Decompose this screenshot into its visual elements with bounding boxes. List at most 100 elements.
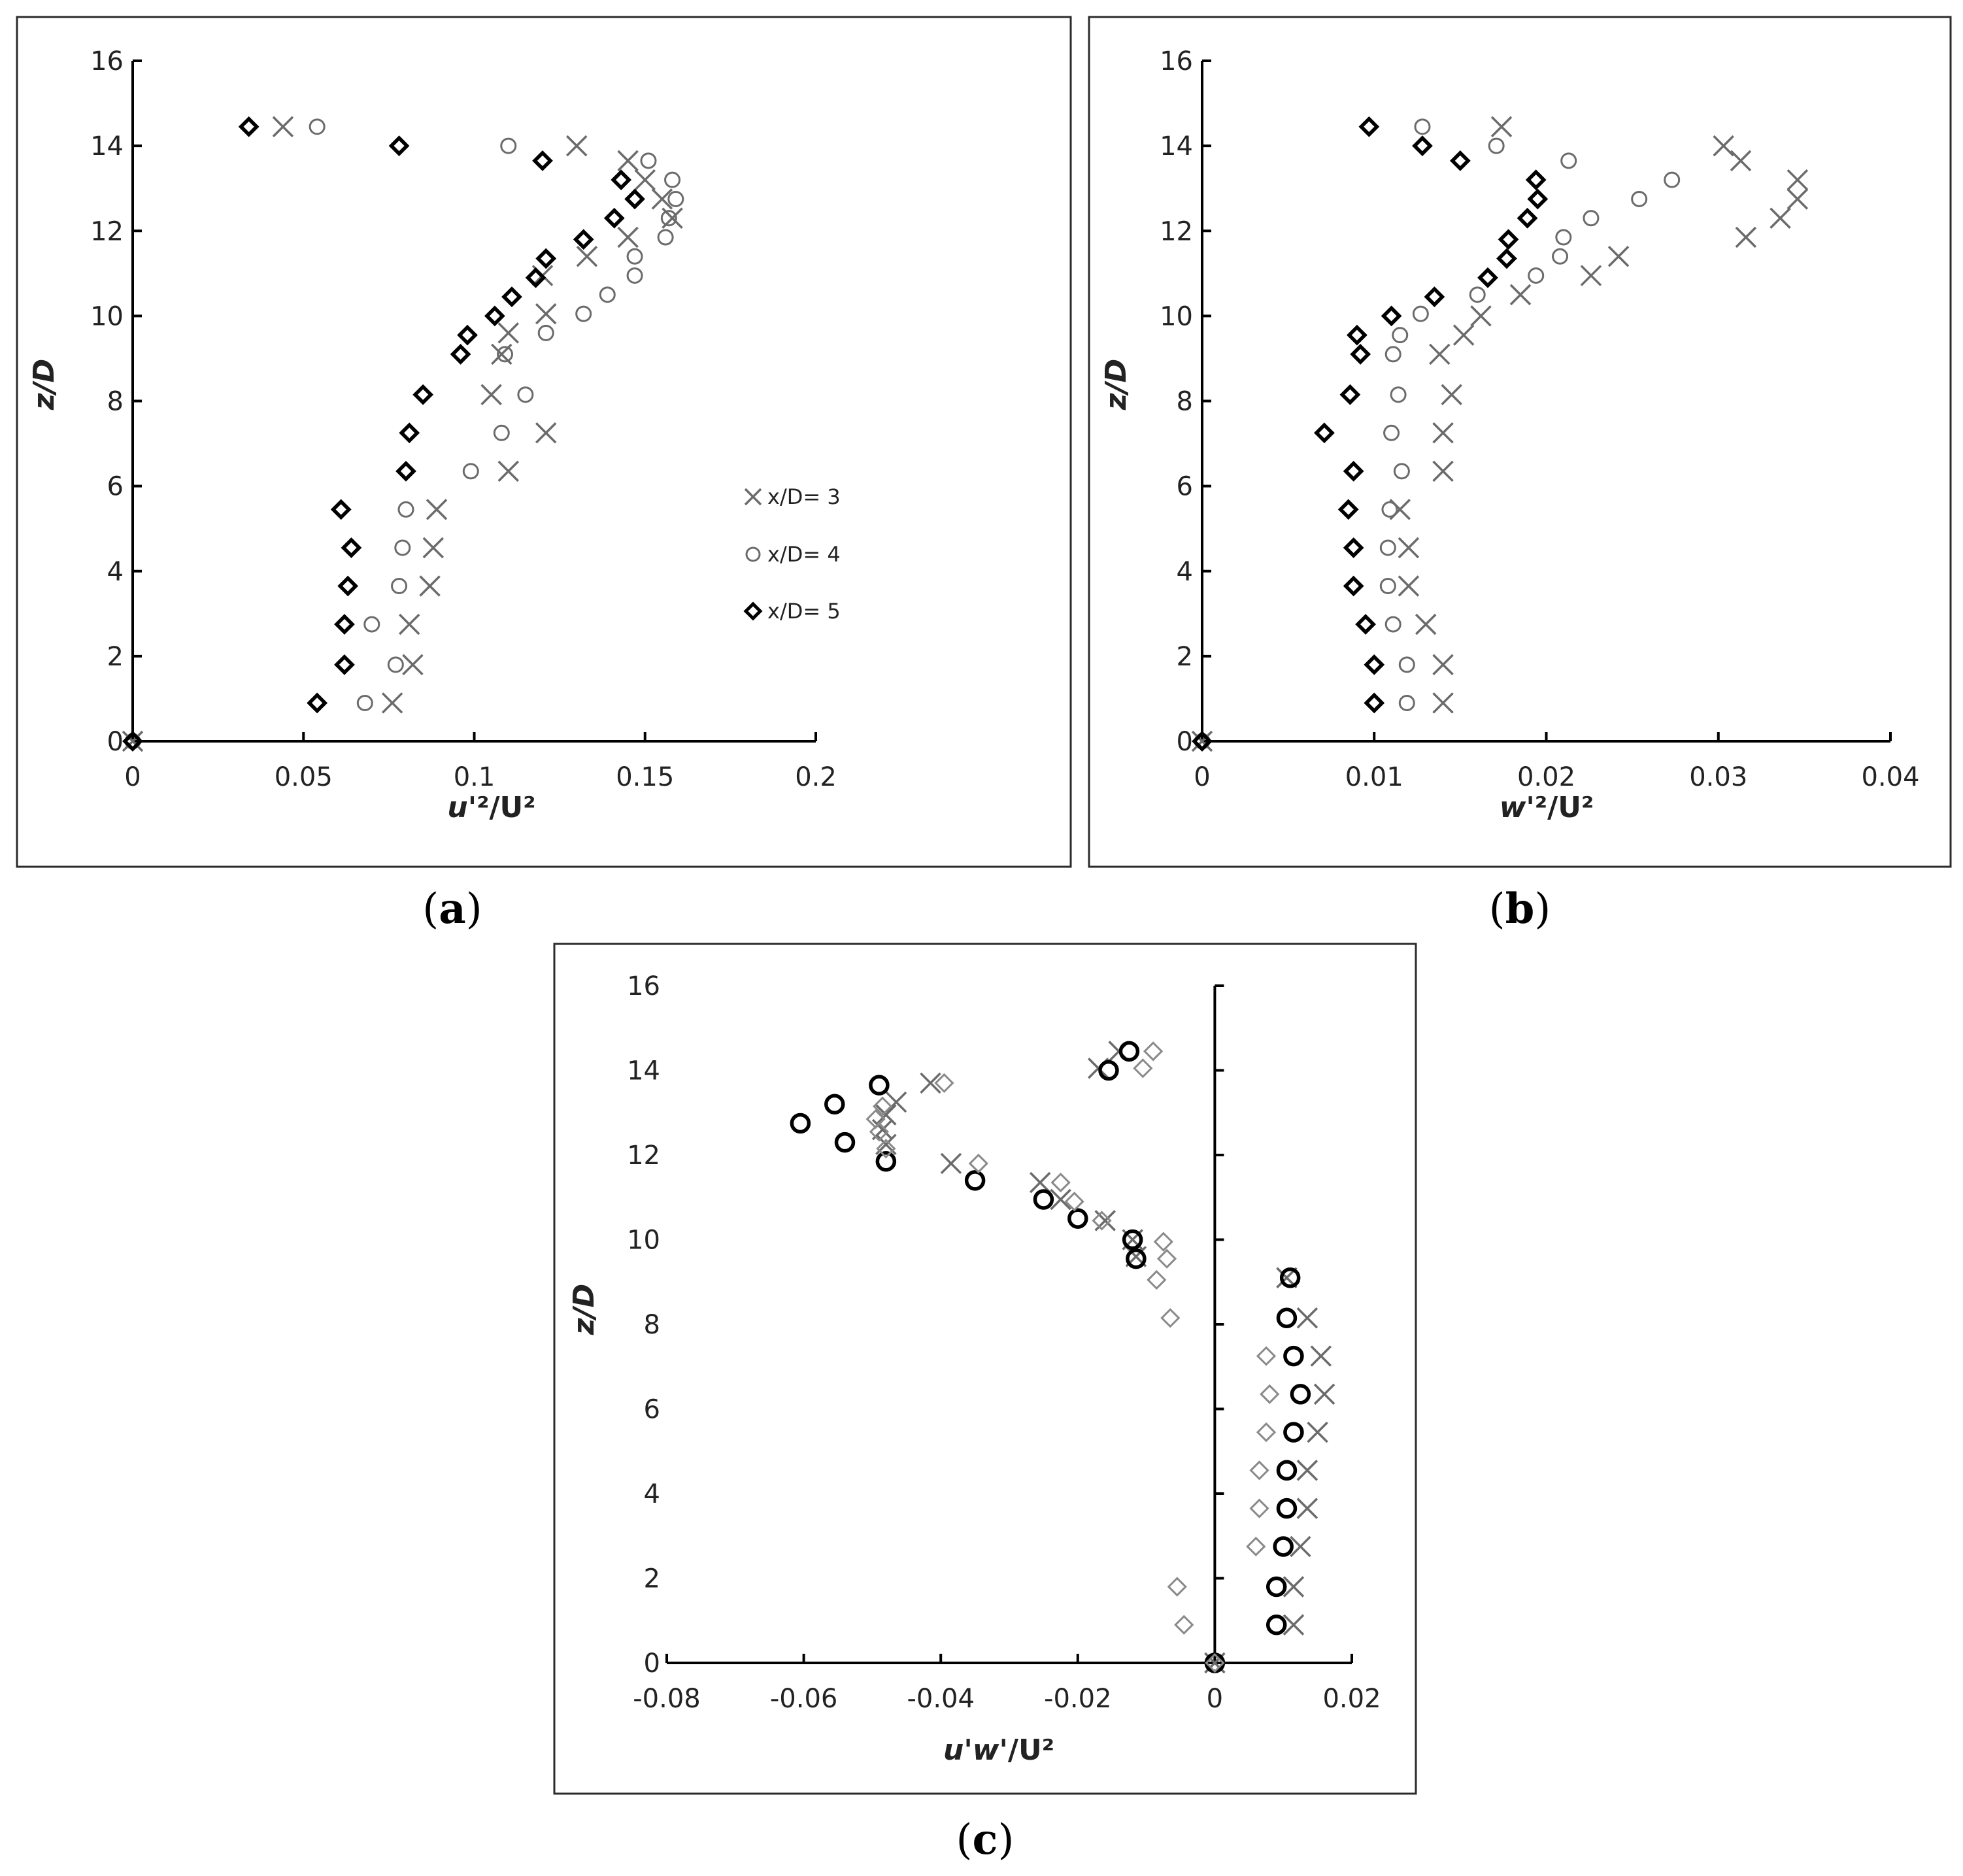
y-tick-label-10: 10 <box>1160 301 1193 331</box>
data-point-cross <box>1429 343 1451 365</box>
data-point-circle <box>1381 501 1398 518</box>
data-point-circle <box>497 346 514 363</box>
data-point-diamond <box>1424 286 1445 307</box>
data-point-diamond <box>1256 1422 1277 1443</box>
panel-b-caption-close: ) <box>1534 885 1551 933</box>
x-tick-label-0: 0 <box>124 762 141 792</box>
y-tick-label-12: 12 <box>1160 216 1193 246</box>
panel-b-markers <box>1191 116 1809 752</box>
data-point-diamond <box>1355 614 1376 635</box>
data-point-circle <box>1266 1576 1287 1598</box>
panel-a-caption-open: ( <box>422 885 439 933</box>
data-point-circle <box>1384 346 1401 363</box>
data-point-cross <box>576 246 598 267</box>
data-point-diamond <box>624 188 645 210</box>
panel-c-x-axis-title: u'w'/U² <box>943 1734 1054 1767</box>
data-point-circle <box>1283 1345 1304 1367</box>
data-point-diamond <box>1517 207 1538 229</box>
data-point-diamond <box>1343 575 1364 597</box>
data-point-circle <box>599 286 616 303</box>
legend: x/D= 3 x/D= 4 x/D= 5 <box>743 484 841 624</box>
legend-item-x-d-5: x/D= 5 <box>743 599 841 624</box>
data-point-circle <box>1276 1307 1298 1329</box>
data-point-cross <box>535 303 557 325</box>
data-point-cross <box>1452 324 1475 346</box>
panel-b-caption-open: ( <box>1489 885 1505 933</box>
panel-b-x-tick-labels: 0 0.01 0.02 0.03 0.04 <box>1194 762 1919 792</box>
data-point-diamond <box>395 460 416 482</box>
panel-a-markers <box>122 116 684 752</box>
data-point-circle <box>363 616 380 633</box>
data-point-circle <box>964 1170 986 1191</box>
y-tick-label-8: 8 <box>644 1310 660 1340</box>
data-point-diamond <box>1133 1058 1153 1079</box>
data-point-cross <box>122 730 144 752</box>
panel-b-chart: 0 2 4 6 8 10 12 14 16 0 0.01 0.02 0.03 0.04 z/D w'²/… <box>1088 16 1952 868</box>
data-point-cross <box>1307 1421 1328 1443</box>
panel-a-caption-close: ) <box>466 885 482 933</box>
data-point-cross <box>1432 692 1454 714</box>
data-point-diamond <box>1339 384 1361 405</box>
data-point-diamond <box>1527 188 1549 210</box>
panel-a-x-tick-labels: 0 0.05 0.1 0.15 0.2 <box>124 762 837 792</box>
panel-c-x-axis-title-rest: /U² <box>1008 1734 1054 1767</box>
panel-b-x-axis-title-rest: ²/U² <box>1535 791 1594 824</box>
y-tick-label-16: 16 <box>627 971 660 1001</box>
data-point-circle <box>1560 152 1577 169</box>
panel-c-x-axis-title-main: u'w' <box>943 1734 1008 1767</box>
panel-a-x-axis-title-rest: ²/U² <box>477 791 535 824</box>
data-point-cross <box>1607 246 1630 267</box>
data-point-diamond <box>968 1153 988 1174</box>
legend-marker-circle <box>745 546 761 562</box>
data-point-diamond <box>122 731 143 752</box>
x-tick-label-0: 0 <box>1207 1684 1223 1714</box>
data-point-circle <box>309 118 326 135</box>
data-point-cross <box>1787 169 1809 191</box>
data-point-cross <box>1509 284 1532 306</box>
data-point-cross <box>1029 1171 1051 1194</box>
data-point-cross <box>480 384 502 405</box>
data-point-diamond <box>525 267 546 288</box>
data-point-diamond <box>573 229 594 250</box>
data-point-circle <box>1398 694 1415 711</box>
y-tick-label-8: 8 <box>107 387 124 417</box>
data-point-diamond <box>484 305 505 327</box>
data-point-circle <box>394 539 411 556</box>
data-point-circle <box>1583 210 1600 227</box>
data-point-diamond <box>1343 460 1364 482</box>
data-point-cross <box>1580 265 1602 286</box>
data-point-cross <box>1050 1188 1071 1211</box>
data-point-cross <box>920 1072 941 1094</box>
data-point-diamond <box>1205 1652 1225 1673</box>
panel-c-caption-close: ) <box>998 1816 1014 1864</box>
data-point-circle <box>1552 248 1569 265</box>
data-point-circle <box>1033 1189 1054 1210</box>
data-point-diamond <box>1337 499 1359 520</box>
data-point-circle <box>1118 1041 1140 1062</box>
data-point-cross <box>1283 1576 1305 1598</box>
data-point-circle <box>1383 424 1400 441</box>
data-point-circle <box>657 229 674 246</box>
data-point-diamond <box>457 324 478 346</box>
data-point-diamond <box>865 1109 886 1130</box>
data-point-cross <box>617 226 639 248</box>
y-tick-label-6: 6 <box>644 1395 660 1425</box>
data-point-circle <box>1631 190 1648 207</box>
data-point-diamond <box>1347 324 1367 346</box>
data-point-diamond <box>872 1096 893 1116</box>
x-tick-label-0-05: 0.05 <box>275 762 333 792</box>
panel-b-x-axis-title: w'²/U² <box>1500 791 1594 824</box>
data-point-circle <box>660 210 677 227</box>
data-point-cross <box>402 654 424 676</box>
x-tick-label-0-08: -0.08 <box>633 1684 701 1714</box>
data-point-diamond <box>1153 1231 1173 1252</box>
y-tick-label-2: 2 <box>107 642 124 672</box>
data-point-circle <box>500 137 517 154</box>
panel-c-caption-open: ( <box>956 1816 973 1864</box>
data-point-cross <box>419 575 441 597</box>
data-point-diamond <box>1143 1041 1164 1062</box>
panel-b-y-tick-labels: 0 2 4 6 8 10 12 14 16 <box>1160 46 1193 757</box>
y-tick-label-14: 14 <box>627 1056 660 1086</box>
data-point-circle <box>537 324 554 341</box>
data-point-diamond <box>1314 422 1335 444</box>
